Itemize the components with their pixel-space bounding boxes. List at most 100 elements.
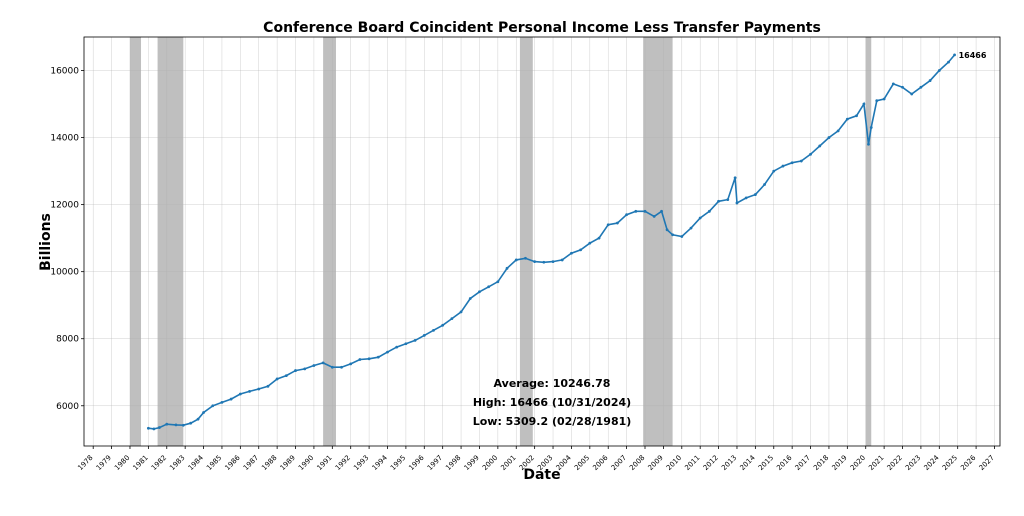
data-point xyxy=(358,358,362,361)
data-point xyxy=(867,142,870,146)
data-point xyxy=(733,176,737,180)
data-point xyxy=(707,209,711,213)
data-point xyxy=(717,199,720,203)
data-point xyxy=(478,290,481,294)
data-point xyxy=(660,209,663,213)
x-tick-label: 1991 xyxy=(315,454,333,472)
series-group xyxy=(146,53,956,431)
x-tick-label: 2026 xyxy=(959,453,978,472)
data-point xyxy=(680,235,684,238)
data-point xyxy=(514,258,518,262)
data-point xyxy=(146,426,150,430)
x-tick-label: 1982 xyxy=(150,454,168,472)
data-point xyxy=(376,355,380,359)
x-tick-label: 1997 xyxy=(426,454,444,472)
x-tick-label: 1990 xyxy=(297,454,315,472)
data-point xyxy=(643,209,647,213)
x-tick-label: 2017 xyxy=(794,454,812,472)
data-point xyxy=(196,417,200,421)
x-tick-label: 2001 xyxy=(499,454,517,472)
data-point xyxy=(202,411,205,414)
data-point xyxy=(570,251,573,255)
x-tick-label: 2025 xyxy=(941,454,959,472)
data-point xyxy=(181,423,185,427)
x-tick-label: 1980 xyxy=(113,454,131,472)
data-point xyxy=(855,114,858,118)
data-point xyxy=(827,136,831,139)
data-point xyxy=(597,236,601,240)
data-point xyxy=(524,256,527,260)
data-point xyxy=(772,169,776,173)
data-point xyxy=(496,280,500,284)
data-point xyxy=(652,214,656,218)
y-axis-label: Billions xyxy=(38,213,54,271)
recession-band-0 xyxy=(129,37,142,446)
x-tick-label: 1981 xyxy=(132,454,150,472)
data-point xyxy=(395,345,399,349)
data-point xyxy=(588,241,592,245)
data-point xyxy=(744,196,748,200)
data-point xyxy=(422,333,426,337)
x-tick-label: 2009 xyxy=(647,454,665,472)
stats-average: Average: 10246.78 xyxy=(494,377,611,390)
x-tick-label: 2013 xyxy=(720,454,738,472)
y-tick-label: 16000 xyxy=(50,67,79,77)
data-point xyxy=(790,161,794,165)
data-point xyxy=(689,226,693,230)
data-point xyxy=(891,82,895,86)
data-point xyxy=(919,85,923,89)
data-point xyxy=(432,328,435,332)
stats-high: High: 16466 (10/31/2024) xyxy=(473,396,631,409)
x-tick-label: 2007 xyxy=(610,454,628,472)
data-point xyxy=(953,53,956,57)
data-point xyxy=(882,97,886,101)
data-point xyxy=(928,79,932,82)
x-tick-label: 1983 xyxy=(168,454,186,472)
y-tick-label: 12000 xyxy=(50,201,79,211)
x-tick-label: 2000 xyxy=(481,454,499,472)
data-point xyxy=(284,374,288,377)
data-point xyxy=(294,369,297,372)
x-tick-label: 2019 xyxy=(830,454,848,472)
x-tick-label: 2008 xyxy=(628,454,646,472)
data-point xyxy=(220,401,224,404)
data-point xyxy=(910,92,914,96)
data-point xyxy=(459,310,463,314)
recession-band-5 xyxy=(865,37,872,446)
x-tick-label: 2006 xyxy=(591,453,610,472)
x-tick-label: 2023 xyxy=(904,454,922,472)
data-point xyxy=(665,228,669,232)
data-point xyxy=(551,260,555,264)
data-point xyxy=(862,102,866,106)
data-point xyxy=(579,248,583,252)
data-point xyxy=(266,384,270,388)
data-point xyxy=(152,427,156,431)
x-tick-label: 2020 xyxy=(849,454,867,472)
x-tick-label: 1993 xyxy=(352,454,370,472)
gridlines xyxy=(84,37,1000,446)
data-point xyxy=(753,193,757,196)
x-tick-label: 2027 xyxy=(978,454,996,472)
y-tick-label: 6000 xyxy=(56,402,79,412)
data-point xyxy=(763,183,766,186)
stats-low: Low: 5309.2 (02/28/1981) xyxy=(473,415,632,428)
data-point xyxy=(229,397,233,401)
x-tick-label: 2024 xyxy=(922,453,941,472)
recession-band-1 xyxy=(157,37,184,446)
end-value-label: 16466 xyxy=(959,51,987,60)
data-point xyxy=(349,362,353,366)
data-point xyxy=(321,361,325,365)
data-point xyxy=(238,392,242,396)
data-point xyxy=(671,233,674,237)
data-point xyxy=(312,364,316,367)
recession-bands xyxy=(129,37,872,446)
data-point xyxy=(189,421,193,425)
data-point xyxy=(606,223,610,227)
data-point xyxy=(560,258,564,262)
plot-frame xyxy=(83,36,1001,447)
data-point xyxy=(735,201,739,205)
data-point xyxy=(875,99,879,103)
x-tick-label: 1995 xyxy=(389,454,407,472)
data-point xyxy=(809,152,812,156)
